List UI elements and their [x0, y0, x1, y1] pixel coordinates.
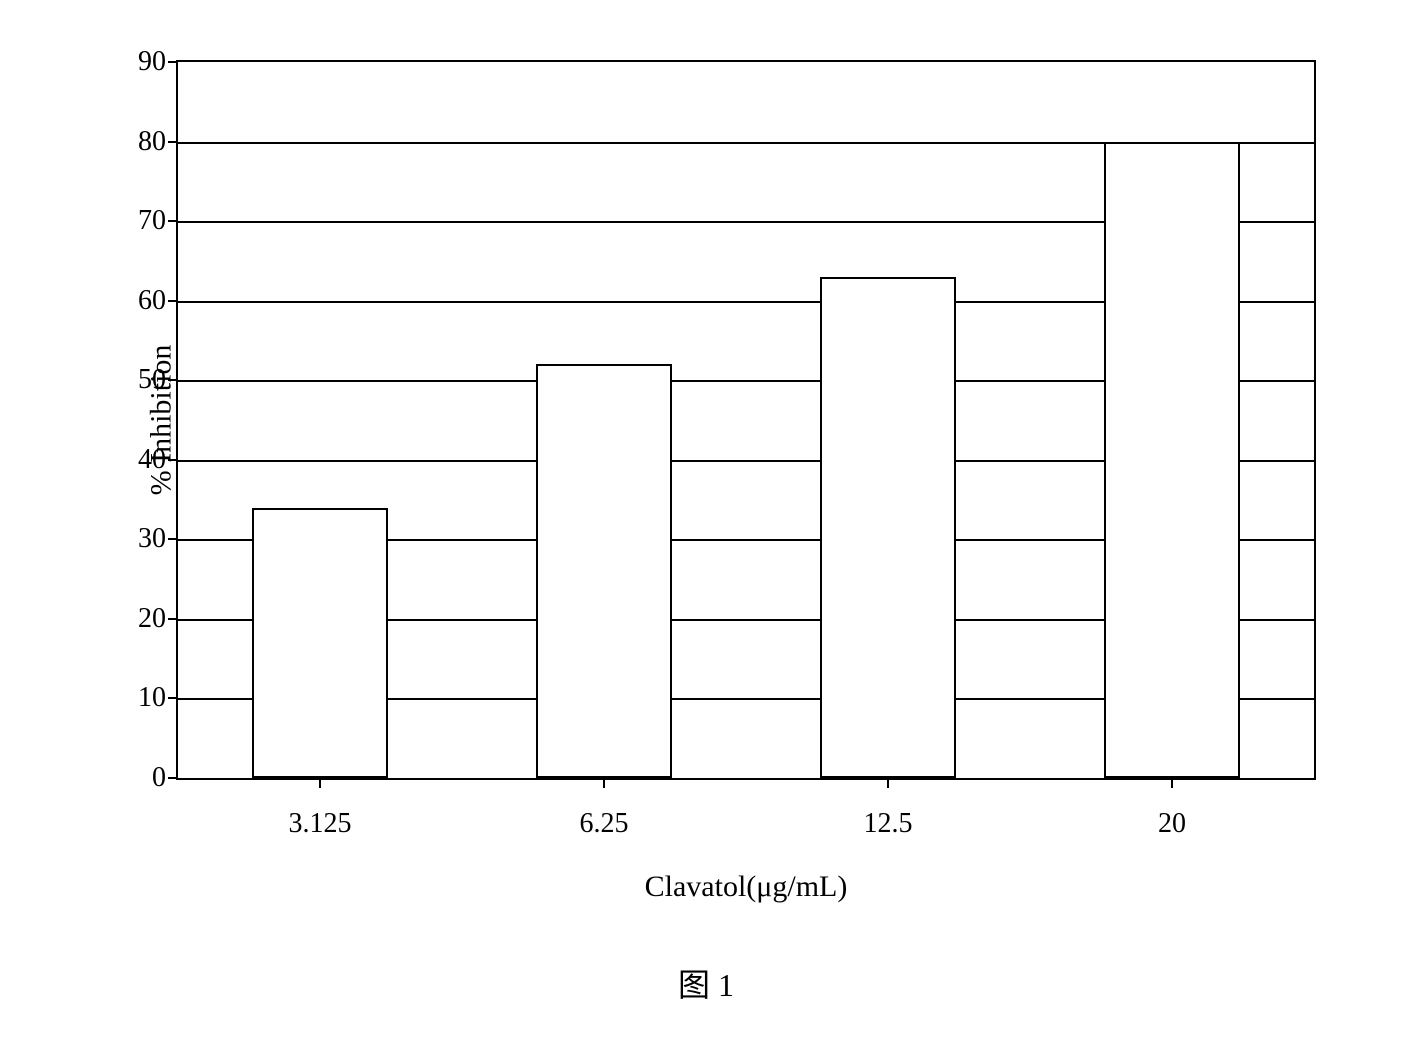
ytick-label: 0 [152, 762, 166, 794]
bar [820, 277, 956, 778]
ytick-mark [168, 300, 178, 302]
xtick-mark [1171, 778, 1173, 788]
ytick-label: 90 [138, 46, 166, 78]
plot-area: 01020304050607080903.1256.2512.520 [176, 60, 1316, 780]
ytick-label: 30 [138, 523, 166, 555]
ytick-mark [168, 538, 178, 540]
ytick-label: 70 [138, 205, 166, 237]
ytick-mark [168, 141, 178, 143]
ytick-label: 60 [138, 285, 166, 317]
xtick-label: 6.25 [580, 808, 629, 840]
xtick-label: 12.5 [864, 808, 913, 840]
chart-area: 01020304050607080903.1256.2512.520 % Inh… [176, 60, 1316, 780]
xtick-label: 20 [1158, 808, 1186, 840]
bar [536, 364, 672, 778]
ytick-mark [168, 697, 178, 699]
y-axis-label: % Inhibition [144, 345, 178, 496]
ytick-label: 80 [138, 126, 166, 158]
xtick-label: 3.125 [289, 808, 352, 840]
figure-caption: 图 1 [56, 960, 1356, 1006]
xtick-mark [319, 778, 321, 788]
bar [252, 508, 388, 778]
ytick-mark [168, 777, 178, 779]
ytick-mark [168, 220, 178, 222]
x-axis-label: Clavatol(μg/mL) [645, 870, 848, 904]
ytick-label: 20 [138, 603, 166, 635]
ytick-mark [168, 61, 178, 63]
xtick-mark [887, 778, 889, 788]
xtick-mark [603, 778, 605, 788]
ytick-mark [168, 618, 178, 620]
ytick-label: 10 [138, 682, 166, 714]
chart-container: 01020304050607080903.1256.2512.520 % Inh… [56, 60, 1356, 980]
bar [1104, 142, 1240, 778]
